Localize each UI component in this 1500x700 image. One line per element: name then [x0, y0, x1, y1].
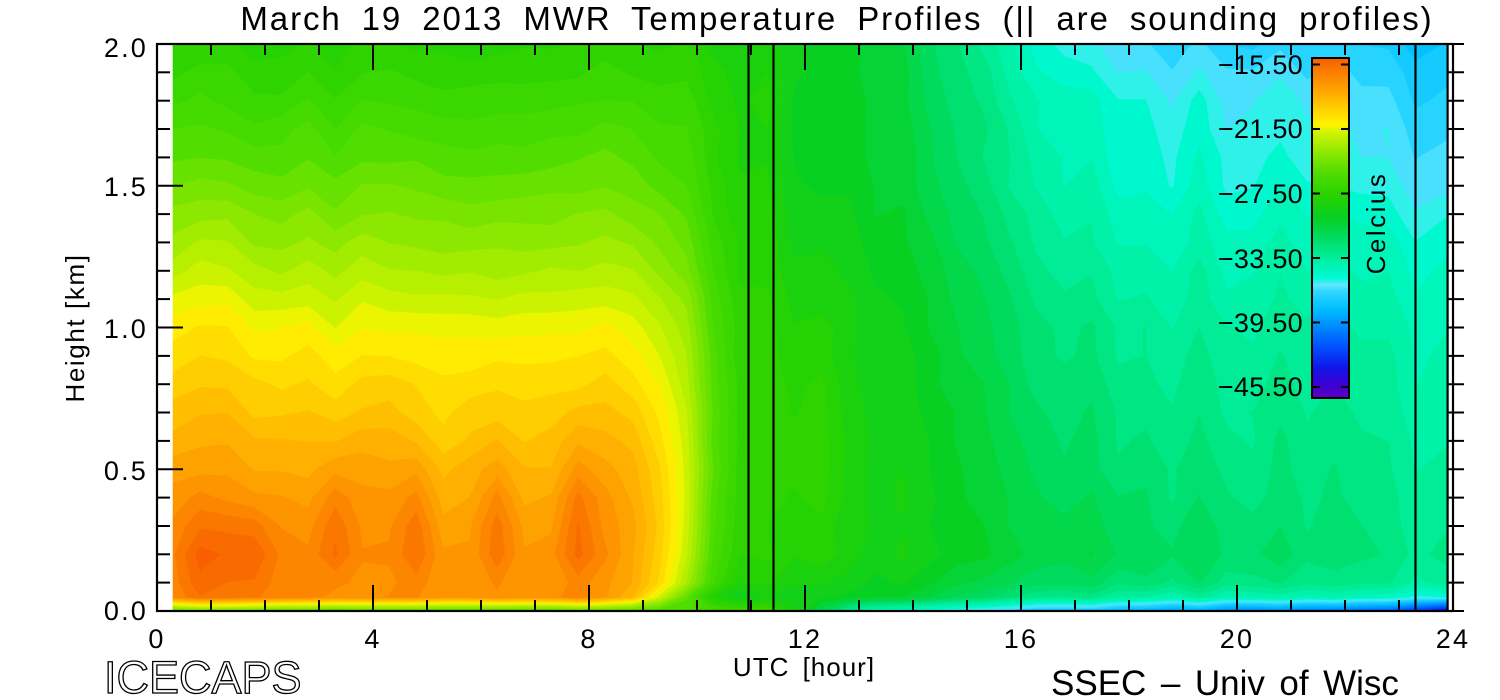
svg-text:SSEC – Univ of Wisc: SSEC – Univ of Wisc [1051, 664, 1399, 700]
svg-text:−27.50: −27.50 [1218, 179, 1303, 209]
svg-text:16: 16 [1004, 624, 1038, 654]
svg-text:UTC [hour]: UTC [hour] [733, 652, 875, 682]
svg-text:−39.50: −39.50 [1218, 308, 1303, 338]
svg-text:−15.50: −15.50 [1218, 50, 1303, 80]
svg-text:Celcius: Celcius [1361, 172, 1391, 275]
svg-text:8: 8 [580, 624, 597, 654]
svg-text:−21.50: −21.50 [1218, 114, 1303, 144]
svg-text:−45.50: −45.50 [1218, 372, 1303, 402]
svg-text:24: 24 [1436, 624, 1470, 654]
svg-text:2.0: 2.0 [104, 33, 148, 63]
svg-text:ICECAPS: ICECAPS [104, 652, 302, 700]
svg-text:March 19 2013 MWR Temperature: March 19 2013 MWR Temperature Profiles (… [240, 0, 1433, 37]
svg-text:0.0: 0.0 [104, 596, 148, 626]
svg-text:0.5: 0.5 [104, 456, 148, 486]
svg-text:1.5: 1.5 [104, 172, 148, 202]
svg-text:Height [km]: Height [km] [60, 253, 90, 402]
svg-text:20: 20 [1220, 624, 1254, 654]
svg-text:1.0: 1.0 [104, 314, 148, 344]
svg-text:−33.50: −33.50 [1218, 244, 1303, 274]
svg-text:0: 0 [148, 624, 165, 654]
svg-text:4: 4 [364, 624, 381, 654]
svg-text:12: 12 [788, 624, 822, 654]
